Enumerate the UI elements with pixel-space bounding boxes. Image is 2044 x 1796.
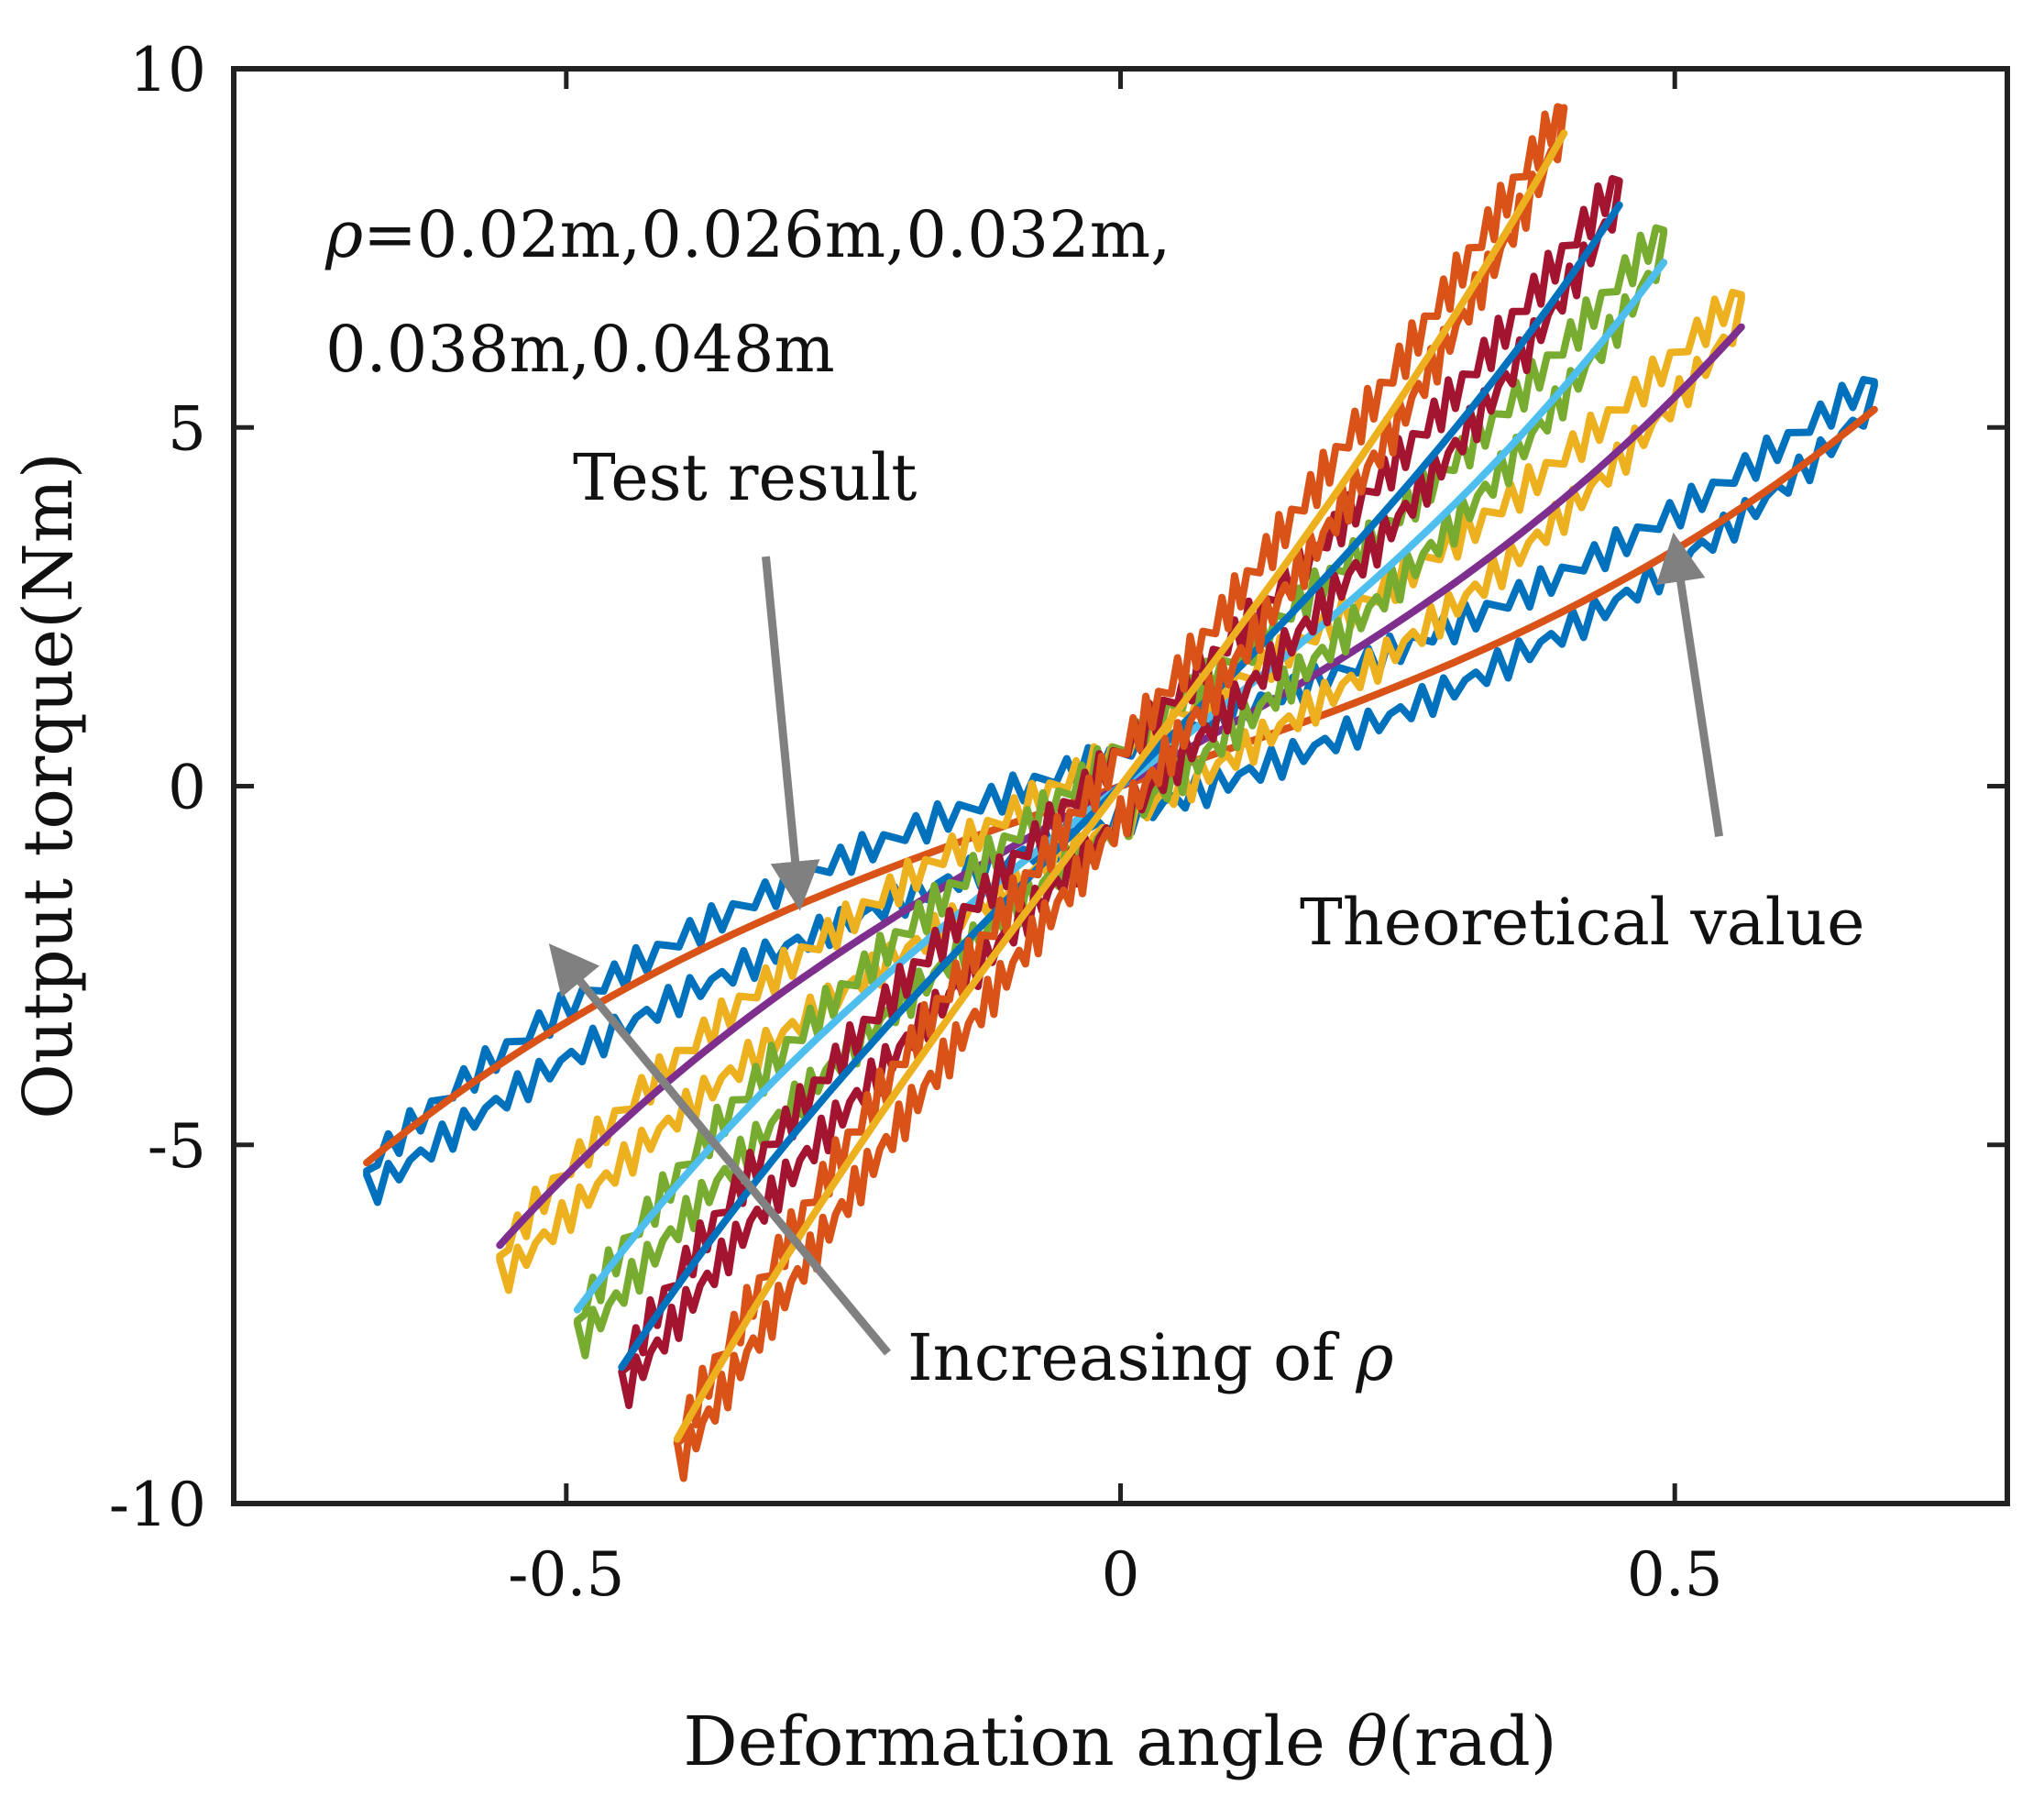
y-tick-label: 10: [129, 35, 206, 105]
arrow-layer: [548, 532, 1724, 1356]
x-tick-label: 0.5: [1627, 1539, 1723, 1610]
tick-layer: -0.5 0 0.5 -10 -5 0 5 10: [109, 35, 2007, 1610]
increasing-rho-text: Increasing of: [907, 1320, 1356, 1395]
x-axis-label-prefix: Deformation angle: [683, 1702, 1346, 1781]
x-axis-label: Deformation angle θ(rad): [683, 1702, 1556, 1781]
theoretical-value-arrow: [1655, 532, 1724, 837]
increasing-rho-label: Increasing of ρ: [907, 1320, 1393, 1395]
test-result-label: Test result: [573, 440, 917, 515]
series-layer: [363, 103, 1878, 1482]
y-tick-label: -10: [109, 1470, 206, 1540]
increasing-rho-arrow: [548, 943, 891, 1356]
y-axis-label: Output torque(Nm): [9, 452, 88, 1119]
x-axis-label-suffix: (rad): [1388, 1702, 1557, 1781]
series-test-loop-6: [618, 174, 1623, 1409]
theoretical-value-label: Theoretical value: [1300, 885, 1865, 960]
increasing-rho-symbol: ρ: [1355, 1320, 1393, 1395]
rho-values-line2: 0.038m,0.048m: [325, 312, 835, 387]
x-tick-label: 0: [1102, 1539, 1140, 1610]
x-tick-label: -0.5: [508, 1539, 624, 1610]
rho-values-line1: ρ=0.02m,0.026m,0.032m,: [324, 197, 1170, 272]
series-theory-curve-9: [673, 129, 1568, 1443]
y-tick-label: 5: [168, 393, 206, 464]
series-test-loop-4: [573, 224, 1668, 1360]
y-tick-label: 0: [168, 753, 206, 823]
y-tick-label: -5: [148, 1111, 206, 1182]
rho-values-text1: =0.02m,0.026m,0.032m,: [363, 197, 1170, 272]
x-axis-theta-symbol: θ: [1346, 1702, 1388, 1781]
test-result-arrow: [762, 556, 820, 911]
rho-symbol: ρ: [324, 197, 363, 272]
